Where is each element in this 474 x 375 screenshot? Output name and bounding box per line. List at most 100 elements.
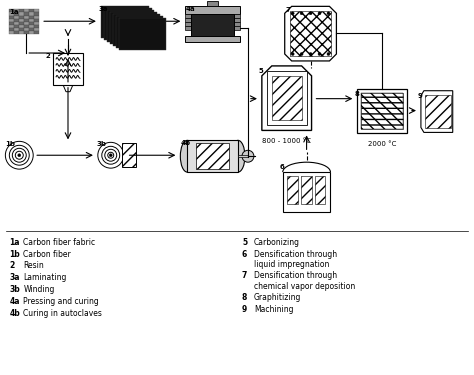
Bar <box>9 31 14 34</box>
Ellipse shape <box>231 140 245 172</box>
Bar <box>191 14 234 36</box>
Polygon shape <box>421 91 453 132</box>
Bar <box>9 9 14 12</box>
Bar <box>19 12 24 15</box>
Text: 4a: 4a <box>185 6 195 12</box>
Bar <box>234 22 240 26</box>
Text: 2: 2 <box>45 53 50 59</box>
Bar <box>34 9 39 12</box>
Bar <box>185 36 240 42</box>
Bar <box>425 95 451 129</box>
Bar <box>234 26 240 30</box>
Bar <box>361 93 403 129</box>
Text: Pressing and curing: Pressing and curing <box>23 297 99 306</box>
Text: 8: 8 <box>354 91 359 97</box>
Bar <box>29 15 34 19</box>
Bar <box>24 31 29 34</box>
Text: Carbonizing: Carbonizing <box>254 238 300 247</box>
Circle shape <box>318 12 321 15</box>
Bar <box>118 18 166 50</box>
Text: 800 - 1000 °C: 800 - 1000 °C <box>262 138 311 144</box>
Bar <box>34 12 39 15</box>
Text: Winding: Winding <box>23 285 55 294</box>
Bar <box>187 140 238 172</box>
Text: 5: 5 <box>259 68 264 74</box>
Bar <box>104 8 152 40</box>
Circle shape <box>309 12 312 15</box>
Bar <box>19 9 24 12</box>
Bar <box>14 25 19 28</box>
Bar <box>24 19 29 22</box>
Circle shape <box>327 53 330 56</box>
Text: 1b: 1b <box>5 141 15 147</box>
Bar <box>9 19 14 22</box>
Text: 3b: 3b <box>9 285 20 294</box>
Text: 8: 8 <box>242 293 247 302</box>
Bar <box>34 31 39 34</box>
Bar <box>34 25 39 28</box>
Text: Curing in autoclaves: Curing in autoclaves <box>23 309 102 318</box>
Bar <box>14 28 19 31</box>
Bar <box>107 10 155 42</box>
Bar <box>9 25 14 28</box>
Bar <box>272 76 301 120</box>
Bar <box>29 9 34 12</box>
Bar <box>29 28 34 31</box>
Bar <box>110 12 157 44</box>
Bar <box>14 12 19 15</box>
Circle shape <box>291 53 294 56</box>
Text: Carbon fiber fabric: Carbon fiber fabric <box>23 238 95 247</box>
Bar <box>185 14 191 18</box>
Bar <box>29 22 34 25</box>
Polygon shape <box>63 85 73 92</box>
Bar <box>14 15 19 19</box>
Polygon shape <box>285 6 337 61</box>
Bar <box>283 172 330 212</box>
Text: 6: 6 <box>242 249 247 258</box>
Circle shape <box>318 53 321 56</box>
Bar <box>24 25 29 28</box>
Bar <box>14 31 19 34</box>
Text: 1a: 1a <box>9 238 20 247</box>
Bar <box>287 176 298 204</box>
Bar <box>24 28 29 31</box>
Bar <box>24 22 29 25</box>
Bar <box>24 15 29 19</box>
Text: liquid impregnation: liquid impregnation <box>254 261 329 270</box>
Bar <box>185 26 191 30</box>
Text: Machining: Machining <box>254 305 293 314</box>
Bar <box>185 22 191 26</box>
Bar <box>19 25 24 28</box>
Bar <box>34 15 39 19</box>
Text: Carbon fiber: Carbon fiber <box>23 249 71 258</box>
Text: Graphitizing: Graphitizing <box>254 293 301 302</box>
Bar <box>207 2 218 6</box>
Bar <box>234 14 240 18</box>
Bar <box>9 28 14 31</box>
Text: 4b: 4b <box>9 309 20 318</box>
Text: Densification through: Densification through <box>254 249 337 258</box>
Text: 5: 5 <box>242 238 247 247</box>
Text: 4a: 4a <box>9 297 20 306</box>
Text: 7: 7 <box>242 272 247 280</box>
Text: 3a: 3a <box>9 273 20 282</box>
Text: 3a: 3a <box>99 6 109 12</box>
Bar <box>14 9 19 12</box>
Text: 3b: 3b <box>97 141 107 147</box>
Bar <box>238 155 248 157</box>
Bar <box>19 28 24 31</box>
Bar <box>34 22 39 25</box>
Polygon shape <box>262 66 311 130</box>
Bar <box>24 9 29 12</box>
Bar <box>196 143 229 169</box>
Bar <box>357 89 407 134</box>
Text: 1a: 1a <box>9 9 19 15</box>
Bar <box>315 176 326 204</box>
Bar <box>9 22 14 25</box>
Bar <box>53 53 83 85</box>
Bar <box>185 6 240 14</box>
Bar <box>19 22 24 25</box>
Bar <box>19 19 24 22</box>
Circle shape <box>309 53 312 56</box>
Bar <box>19 15 24 19</box>
